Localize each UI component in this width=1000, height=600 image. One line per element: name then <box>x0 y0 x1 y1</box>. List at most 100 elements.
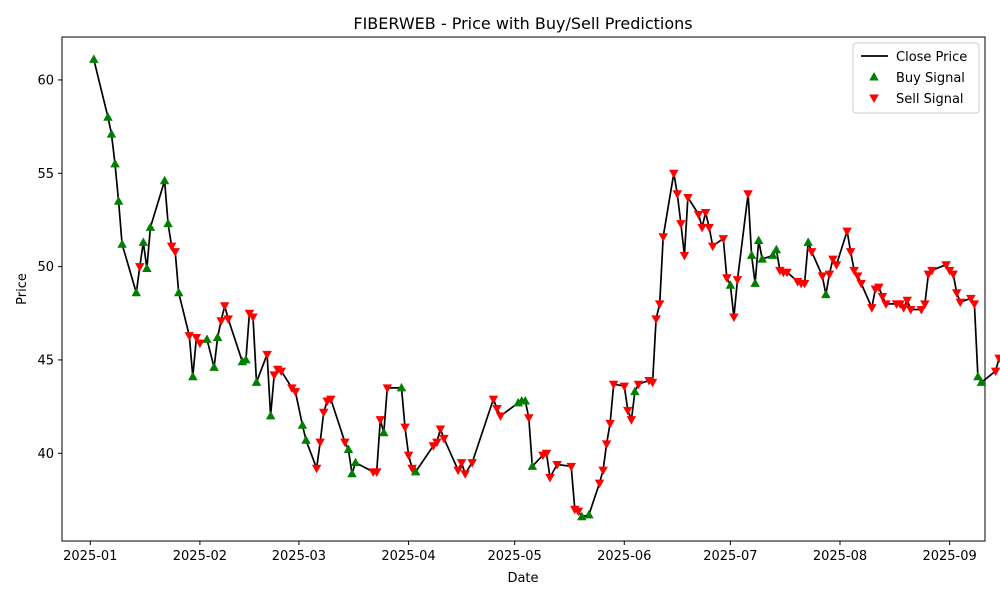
sell-signal-point <box>166 242 177 252</box>
sell-signal-point <box>216 317 226 326</box>
buy-signal-point <box>803 237 813 246</box>
sell-signal-point <box>849 266 859 276</box>
buy-signal-point <box>212 332 223 342</box>
sell-signal-point <box>435 425 446 434</box>
buy-signal-point <box>138 237 149 246</box>
buy-signal-point <box>410 466 421 476</box>
sell-signal-point <box>856 279 866 289</box>
sell-signal-markers <box>135 169 1000 517</box>
sell-signal-point <box>824 270 835 280</box>
sell-signal-point <box>654 300 665 309</box>
sell-signal-point <box>874 283 884 293</box>
sell-signal-point <box>403 451 414 461</box>
buy-signal-point <box>350 457 361 467</box>
buy-signal-point <box>821 289 831 299</box>
sell-signal-point <box>170 248 180 257</box>
buy-signal-point <box>145 222 156 231</box>
y-tick-label: 50 <box>37 260 54 275</box>
series-layer <box>89 54 1000 521</box>
sell-signal-point <box>495 412 506 421</box>
buy-signal-point <box>976 377 987 386</box>
legend-label: Close Price <box>896 50 967 65</box>
sell-signal-point <box>916 306 927 315</box>
sell-signal-point <box>948 270 958 280</box>
buy-signal-point <box>379 427 389 437</box>
legend: Close Price Buy Signal Sell Signal <box>852 42 980 114</box>
sell-signal-point <box>375 416 386 425</box>
sell-signal-point <box>707 242 718 252</box>
sell-signal-point <box>718 235 729 244</box>
buy-signal-point <box>396 382 407 392</box>
sell-signal-point <box>676 220 686 229</box>
legend-label: Buy Signal <box>896 71 965 86</box>
sell-signal-point <box>371 468 382 477</box>
sell-signal-point <box>898 304 909 313</box>
y-tick-label: 55 <box>37 167 54 182</box>
sell-signal-point <box>845 248 856 257</box>
sell-signal-point <box>658 233 668 242</box>
sell-signal-point <box>683 194 693 203</box>
x-tick-label: 2025-08 <box>813 549 867 564</box>
sell-signal-point <box>966 294 976 304</box>
buy-signal-point <box>265 410 276 420</box>
sell-signal-point <box>881 300 891 309</box>
sell-signal-point <box>318 408 329 418</box>
sell-signal-point <box>456 459 467 468</box>
buy-signal-point <box>202 334 212 343</box>
sell-signal-point <box>276 367 287 377</box>
x-tick-label: 2025-07 <box>703 549 757 564</box>
buy-signal-point <box>343 444 354 454</box>
sell-signal-point <box>990 367 1000 377</box>
sell-signal-point <box>432 438 442 448</box>
buy-signal-point <box>159 175 170 185</box>
y-axis: 40 45 50 55 60 <box>37 73 62 462</box>
buy-signal-point <box>757 254 767 263</box>
sell-signal-point <box>135 263 145 272</box>
sell-signal-point <box>248 313 258 322</box>
sell-signal-point <box>566 462 576 472</box>
sell-signal-point <box>223 315 233 324</box>
sell-signal-point <box>679 251 690 261</box>
buy-signal-point <box>131 287 142 297</box>
buy-signal-point <box>209 362 219 371</box>
sell-signal-point <box>311 464 322 474</box>
buy-signal-point <box>750 278 760 287</box>
x-tick-label: 2025-05 <box>487 549 541 564</box>
buy-signal-point <box>771 244 782 254</box>
sell-signal-point <box>842 227 852 237</box>
sell-signal-point <box>969 300 980 309</box>
close-price-line <box>92 59 1000 518</box>
sell-signal-point <box>467 459 477 468</box>
sell-signal-point <box>552 460 562 470</box>
sell-signal-point <box>545 474 555 483</box>
sell-signal-point <box>262 350 272 360</box>
buy-signal-point <box>577 511 587 521</box>
sell-signal-point <box>672 190 683 199</box>
buy-signal-point <box>527 461 538 470</box>
sell-signal-point <box>594 479 605 489</box>
buy-signal-point <box>142 263 152 272</box>
sell-signal-point <box>806 248 817 257</box>
x-tick-label: 2025-04 <box>381 549 435 564</box>
buy-signal-point <box>520 396 531 405</box>
buy-signal-point <box>347 468 357 478</box>
sell-signal-point <box>439 434 449 444</box>
buy-signal-point <box>753 235 764 244</box>
sell-signal-point <box>704 223 714 233</box>
sell-signal-point <box>693 210 704 220</box>
sell-signal-point <box>651 315 661 324</box>
sell-signal-point <box>524 414 534 423</box>
sell-signal-point <box>877 292 888 302</box>
plot-area <box>61 36 986 542</box>
buy-signal-point <box>113 196 124 205</box>
sell-signal-point <box>905 306 916 315</box>
y-tick-label: 60 <box>37 73 54 88</box>
sell-signal-point <box>608 380 619 390</box>
sell-signal-point <box>623 406 633 416</box>
sell-signal-point <box>647 378 658 388</box>
sell-signal-point <box>191 334 202 343</box>
sell-signal-point <box>400 423 410 433</box>
sell-signal-point <box>743 190 753 199</box>
buy-signal-point <box>746 250 757 259</box>
